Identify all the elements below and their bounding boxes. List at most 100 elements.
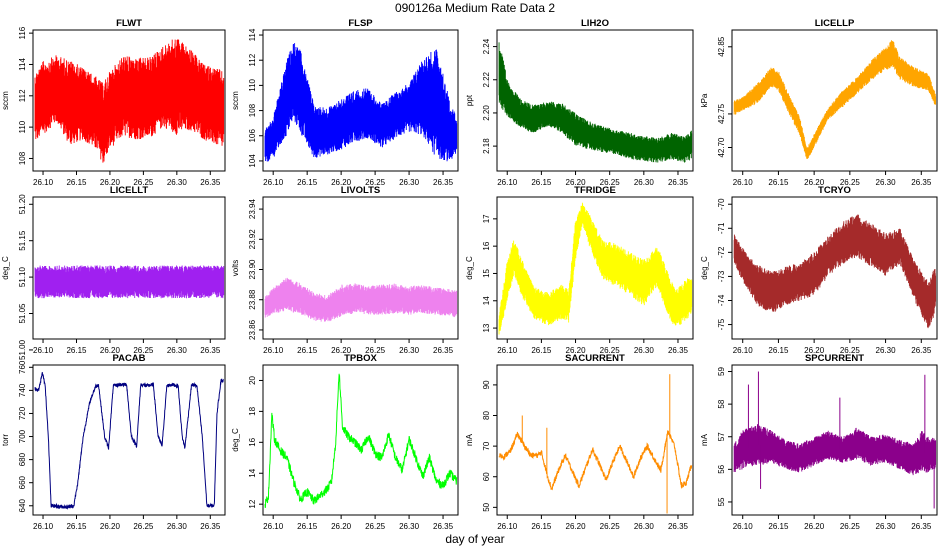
x-tick-label: 26.10: [497, 522, 518, 531]
y-tick-label: 57: [717, 432, 726, 441]
y-tick-label: 680: [18, 452, 27, 466]
x-tick-label: 26.20: [566, 178, 587, 187]
y-tick-label: 60: [482, 472, 491, 481]
panel-title: FLSP: [348, 18, 373, 29]
y-tick-label: 114: [248, 28, 257, 41]
data-band: [264, 43, 458, 162]
x-tick-label: 26.35: [433, 346, 454, 355]
y-tick-label: -75: [717, 318, 726, 330]
x-tick-label: 26.10: [497, 178, 518, 187]
y-tick-label: 108: [18, 151, 27, 165]
x-tick-label: 26.15: [768, 522, 789, 531]
x-tick-label: 26.30: [167, 522, 188, 531]
x-tick-label: 26.25: [133, 346, 154, 355]
x-tick-label: 26.25: [133, 522, 154, 531]
y-tick-label: 23.90: [248, 259, 257, 280]
data-band: [733, 214, 937, 329]
series-sacurrent: [498, 374, 693, 514]
y-axis-label: deg_C: [700, 256, 709, 280]
x-tick-label: 26.25: [365, 178, 386, 187]
x-tick-label: 26.10: [497, 346, 518, 355]
y-tick-label: 112: [18, 89, 27, 102]
x-tick-label: 26.20: [100, 522, 121, 531]
y-tick-label: -71: [717, 222, 726, 234]
y-tick-label: 760: [18, 360, 27, 374]
y-tick-label: 14: [482, 296, 491, 305]
panel-licellt: LICELLT deg_C 26.10 26.15 26.20 26.25 26.30 26.…: [1, 185, 226, 360]
y-tick-label: 23.86: [248, 319, 257, 340]
x-tick-label: 26.15: [297, 178, 318, 187]
panel-livolts: LIVOLTS volts 26.10 26.15 26.20 26.25 26.30 26.…: [231, 185, 459, 355]
data-band: [498, 202, 693, 335]
y-axis-label: sccm: [231, 91, 240, 110]
x-tick-label: 26.15: [66, 522, 87, 531]
panel-tfridge: TFRIDGE deg_C 26.10 26.15 26.20 26.25 26.30 26.…: [465, 185, 694, 355]
x-tick-label: 26.20: [804, 522, 825, 531]
y-tick-label: 2.22: [482, 71, 491, 87]
y-axis-label: torr: [1, 434, 10, 446]
plot-frame: [262, 364, 459, 516]
y-axis-label: volts: [231, 260, 240, 276]
x-tick-label: 26.10: [33, 522, 54, 531]
y-tick-label: 2.18: [482, 138, 491, 154]
x-tick-label: 26.15: [297, 522, 318, 531]
x-tick-label: 26.15: [531, 346, 552, 355]
y-tick-label: 51.20: [18, 194, 27, 215]
x-tick-label: 26.20: [566, 522, 587, 531]
panel-title: LICELLP: [815, 18, 855, 29]
panel-title: LIH2O: [581, 18, 609, 29]
y-tick-label: 70: [482, 441, 491, 450]
y-tick-label: 23.94: [248, 199, 257, 220]
plot-frame: [496, 196, 694, 340]
panel-title: TCRYO: [818, 185, 851, 196]
y-tick-label: 20: [248, 375, 257, 384]
y-tick-label: 51.15: [18, 230, 27, 251]
x-tick-label: 26.35: [200, 522, 221, 531]
x-tick-label: 26.20: [331, 346, 352, 355]
plot-frame: [262, 196, 459, 340]
y-tick-label: 17: [482, 214, 491, 223]
series-licellt: [34, 265, 225, 299]
x-tick-label: 26.25: [365, 522, 386, 531]
y-tick-label: 80: [482, 411, 491, 420]
panel-tpbox: TPBOX deg_C 26.10 26.15 26.20 26.25 26.30 26.35…: [231, 353, 459, 531]
data-line: [498, 430, 693, 491]
plot-frame: [32, 196, 226, 340]
x-tick-label: 26.15: [531, 522, 552, 531]
x-tick-label: 26.20: [331, 178, 352, 187]
x-tick-label: 26.25: [133, 178, 154, 187]
x-tick-label: 26.30: [876, 346, 897, 355]
plot-frame: [32, 29, 226, 172]
series-tpbox: [264, 373, 458, 508]
y-tick-label: 700: [18, 429, 27, 443]
x-tick-label: 26.25: [600, 178, 621, 187]
data-band: [34, 39, 225, 163]
y-tick-label: 740: [18, 383, 27, 397]
panel-title: TFRIDGE: [574, 185, 616, 196]
data-band: [733, 424, 937, 476]
x-tick-label: 26.20: [804, 346, 825, 355]
panel-title: SACURRENT: [565, 353, 625, 364]
data-band: [733, 40, 937, 159]
x-tick-label: 26.15: [297, 346, 318, 355]
x-tick-label: 26.10: [263, 346, 284, 355]
x-tick-label: 26.35: [668, 522, 689, 531]
series-flsp: [264, 43, 458, 162]
data-band: [34, 265, 225, 299]
panel-spcurrent: SPCURRENT mA 26.10 26.15 26.20 26.25 26.30 26.3…: [700, 353, 938, 531]
panel-tcryo: TCRYO deg_C 26.10 26.15 26.20 26.25 26.30 26.35…: [700, 185, 938, 355]
series-livolts: [264, 277, 458, 322]
x-tick-label: 26.35: [911, 346, 932, 355]
x-tick-label: 26.30: [399, 522, 420, 531]
figure-xlabel: day of year: [445, 532, 504, 546]
panel-title: PACAB: [112, 353, 145, 364]
x-tick-label: 26.30: [634, 178, 655, 187]
series-flwt: [34, 39, 225, 163]
y-tick-label: -70: [717, 198, 726, 210]
y-tick-label: 640: [18, 499, 27, 513]
x-tick-label: 26.10: [33, 178, 54, 187]
y-axis-label: deg_C: [231, 428, 240, 452]
series-tcryo: [733, 214, 937, 329]
x-tick-label: 26.15: [66, 178, 87, 187]
x-tick-label: 26.25: [600, 346, 621, 355]
